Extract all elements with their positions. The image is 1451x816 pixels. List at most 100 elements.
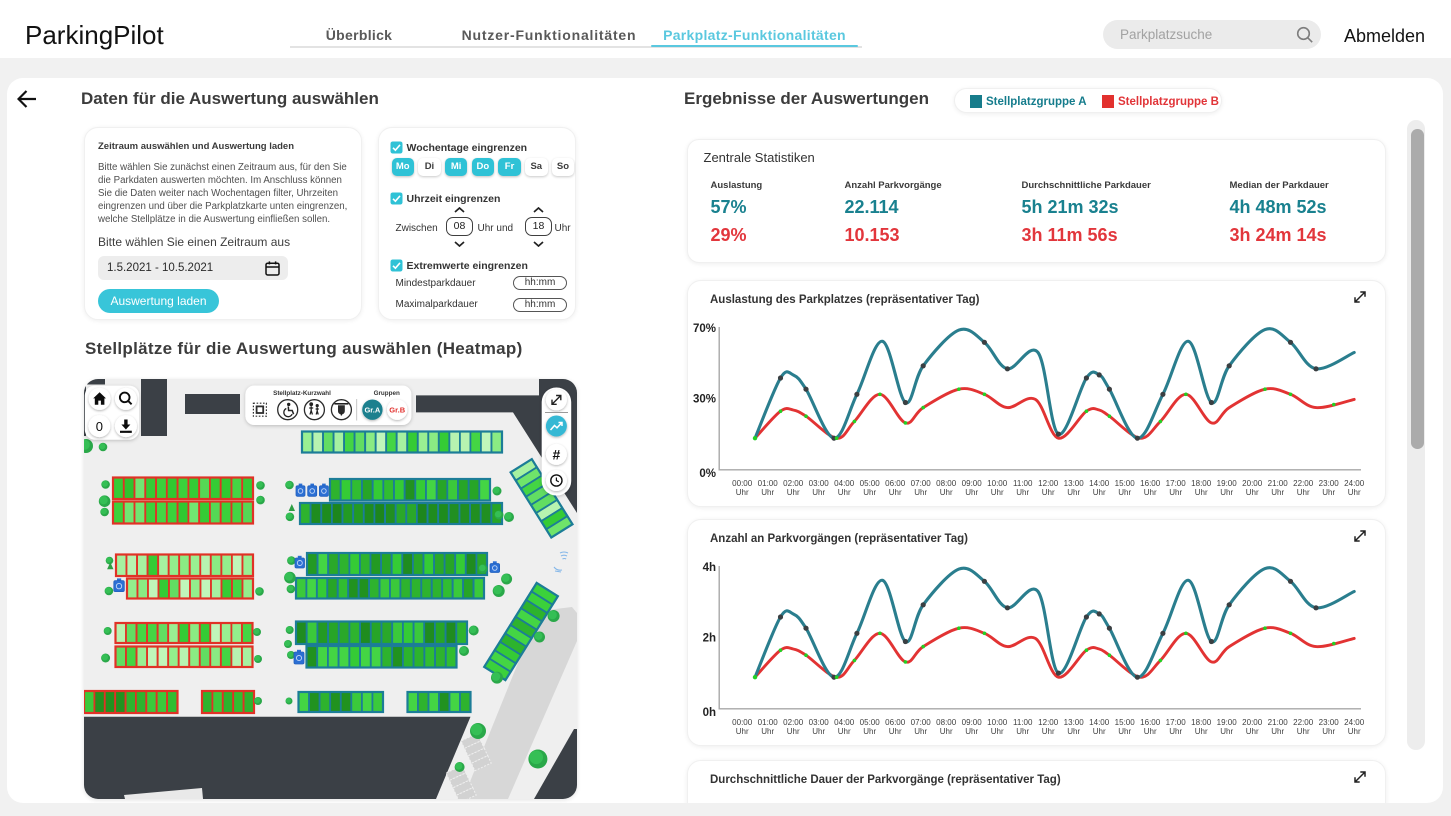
svg-text:04:00: 04:00 — [834, 479, 855, 488]
svg-text:06:00: 06:00 — [885, 718, 906, 727]
svg-text:04:00: 04:00 — [834, 718, 855, 727]
svg-text:16:00: 16:00 — [1140, 718, 1161, 727]
svg-text:Uhr: Uhr — [914, 488, 927, 497]
svg-text:0%: 0% — [699, 468, 716, 480]
svg-text:11:00: 11:00 — [1013, 718, 1033, 727]
svg-text:Stellplatz-Kurzwahl: Stellplatz-Kurzwahl — [273, 390, 331, 397]
svg-text:Uhr: Uhr — [1195, 488, 1208, 497]
svg-text:Uhr: Uhr — [991, 727, 1004, 736]
svg-text:Uhr: Uhr — [1118, 488, 1131, 497]
svg-text:05:00: 05:00 — [860, 479, 881, 488]
svg-text:00:00: 00:00 — [732, 718, 753, 727]
svg-text:08:00: 08:00 — [936, 718, 957, 727]
svg-text:Uhr: Uhr — [1271, 488, 1284, 497]
svg-text:Uhr: Uhr — [1093, 727, 1106, 736]
svg-text:21:00: 21:00 — [1268, 479, 1289, 488]
svg-text:Uhr: Uhr — [1348, 727, 1361, 736]
svg-text:06:00: 06:00 — [885, 479, 906, 488]
svg-text:09:00: 09:00 — [962, 718, 983, 727]
svg-text:Uhr: Uhr — [940, 488, 953, 497]
svg-text:Gr.B: Gr.B — [389, 406, 405, 415]
svg-text:Uhr: Uhr — [787, 727, 800, 736]
svg-text:Uhr: Uhr — [761, 488, 774, 497]
svg-text:Uhr: Uhr — [736, 727, 749, 736]
svg-text:03:00: 03:00 — [809, 479, 830, 488]
svg-text:12:00: 12:00 — [1038, 479, 1059, 488]
svg-text:17:00: 17:00 — [1166, 479, 1187, 488]
svg-text:23:00: 23:00 — [1319, 479, 1340, 488]
svg-text:08:00: 08:00 — [936, 479, 957, 488]
svg-text:02:00: 02:00 — [783, 718, 804, 727]
svg-text:Gruppen: Gruppen — [374, 390, 400, 397]
svg-text:14:00: 14:00 — [1089, 718, 1110, 727]
svg-text:24:00: 24:00 — [1344, 479, 1365, 488]
svg-text:20:00: 20:00 — [1242, 479, 1263, 488]
svg-text:15:00: 15:00 — [1115, 479, 1136, 488]
svg-text:2h: 2h — [703, 633, 716, 645]
svg-text:16:00: 16:00 — [1140, 479, 1161, 488]
svg-text:#: # — [553, 446, 561, 462]
svg-text:Uhr: Uhr — [1322, 727, 1335, 736]
svg-text:Uhr: Uhr — [1297, 727, 1310, 736]
svg-text:01:00: 01:00 — [758, 718, 779, 727]
svg-text:Uhr: Uhr — [1118, 727, 1131, 736]
svg-text:05:00: 05:00 — [860, 718, 881, 727]
svg-text:19:00: 19:00 — [1217, 718, 1238, 727]
svg-text:03:00: 03:00 — [809, 718, 830, 727]
svg-text:Uhr: Uhr — [889, 488, 902, 497]
svg-text:17:00: 17:00 — [1166, 718, 1187, 727]
svg-text:Uhr: Uhr — [1067, 727, 1080, 736]
svg-text:Uhr: Uhr — [965, 488, 978, 497]
svg-text:Uhr: Uhr — [838, 727, 851, 736]
svg-text:21:00: 21:00 — [1268, 718, 1289, 727]
svg-text:10:00: 10:00 — [987, 479, 1008, 488]
svg-text:Uhr: Uhr — [1169, 727, 1182, 736]
svg-text:Uhr: Uhr — [991, 488, 1004, 497]
svg-text:Uhr: Uhr — [787, 488, 800, 497]
svg-text:22:00: 22:00 — [1293, 479, 1314, 488]
svg-text:23:00: 23:00 — [1319, 718, 1340, 727]
svg-text:00:00: 00:00 — [732, 479, 753, 488]
svg-text:18:00: 18:00 — [1191, 718, 1212, 727]
svg-text:Uhr: Uhr — [1144, 727, 1157, 736]
svg-text:Uhr: Uhr — [863, 727, 876, 736]
svg-text:14:00: 14:00 — [1089, 479, 1110, 488]
svg-text:13:00: 13:00 — [1064, 718, 1085, 727]
svg-text:0: 0 — [96, 419, 103, 434]
svg-text:Uhr: Uhr — [1067, 488, 1080, 497]
svg-text:22:00: 22:00 — [1293, 718, 1314, 727]
svg-text:01:00: 01:00 — [758, 479, 779, 488]
svg-text:30%: 30% — [693, 394, 716, 406]
svg-text:18:00: 18:00 — [1191, 479, 1212, 488]
svg-text:Uhr: Uhr — [1144, 488, 1157, 497]
svg-text:0h: 0h — [703, 707, 716, 719]
svg-text:07:00: 07:00 — [911, 479, 932, 488]
svg-text:Uhr: Uhr — [1246, 488, 1259, 497]
svg-text:Uhr: Uhr — [1322, 488, 1335, 497]
svg-text:Uhr: Uhr — [838, 488, 851, 497]
svg-text:Uhr: Uhr — [863, 488, 876, 497]
svg-text:Uhr: Uhr — [1348, 488, 1361, 497]
svg-text:Uhr: Uhr — [1195, 727, 1208, 736]
svg-text:02:00: 02:00 — [783, 479, 804, 488]
svg-text:Uhr: Uhr — [1220, 488, 1233, 497]
svg-text:Uhr: Uhr — [965, 727, 978, 736]
svg-text:Uhr: Uhr — [1093, 488, 1106, 497]
svg-text:Uhr: Uhr — [736, 488, 749, 497]
svg-text:Uhr: Uhr — [1042, 727, 1055, 736]
svg-text:70%: 70% — [693, 323, 716, 335]
svg-text:Gr.A: Gr.A — [364, 406, 380, 415]
svg-text:Uhr: Uhr — [812, 727, 825, 736]
svg-text:Uhr: Uhr — [1016, 488, 1029, 497]
svg-text:Uhr: Uhr — [940, 727, 953, 736]
svg-text:Uhr: Uhr — [1220, 727, 1233, 736]
svg-text:Uhr: Uhr — [914, 727, 927, 736]
svg-text:Uhr: Uhr — [1169, 488, 1182, 497]
svg-text:13:00: 13:00 — [1064, 479, 1085, 488]
svg-text:10:00: 10:00 — [987, 718, 1008, 727]
svg-text:19:00: 19:00 — [1217, 479, 1238, 488]
svg-text:Uhr: Uhr — [1271, 727, 1284, 736]
svg-text:4h: 4h — [703, 562, 716, 574]
svg-text:07:00: 07:00 — [911, 718, 932, 727]
svg-text:Uhr: Uhr — [761, 727, 774, 736]
